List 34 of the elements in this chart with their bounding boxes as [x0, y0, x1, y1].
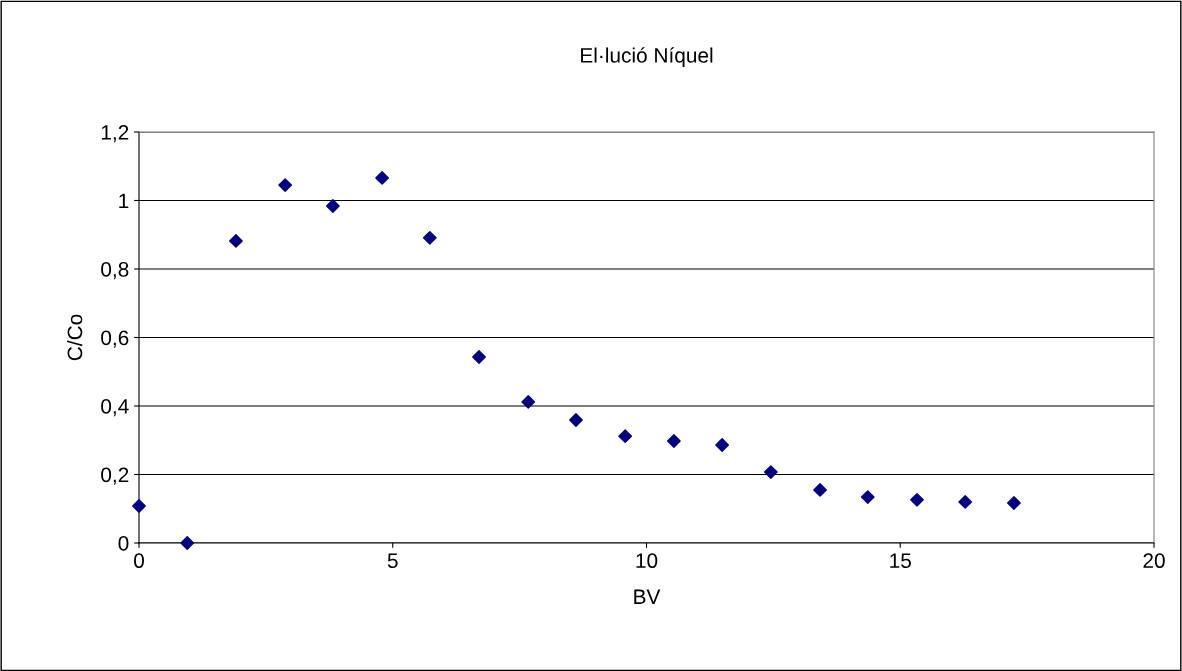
- x-tick-label: 20: [1143, 553, 1165, 569]
- x-axis-title: BV: [634, 589, 661, 604]
- point: [666, 434, 681, 448]
- point: [229, 234, 243, 248]
- y-tick-label: 0,6: [101, 330, 129, 348]
- point: [813, 483, 827, 497]
- x-tick-label: 0: [134, 553, 144, 569]
- point: [422, 230, 437, 245]
- point: [860, 490, 875, 505]
- point: [910, 492, 924, 507]
- x-tick-label: 5: [387, 553, 398, 569]
- point: [375, 170, 389, 185]
- point: [325, 199, 340, 213]
- point: [618, 429, 633, 444]
- point: [715, 438, 730, 452]
- point: [763, 465, 778, 480]
- y-tick-label: 0,8: [101, 262, 129, 280]
- x-tick-label: 10: [636, 553, 658, 569]
- chart-title: El·lució Níquel: [581, 47, 713, 67]
- y-tick-label: 0,2: [101, 467, 129, 485]
- point: [1007, 496, 1021, 510]
- point: [472, 350, 486, 364]
- point: [958, 494, 973, 509]
- y-tick-label: 0: [118, 536, 129, 551]
- point: [521, 394, 536, 409]
- point: [278, 178, 293, 192]
- y-axis-title: C/Co: [67, 314, 83, 361]
- y-tick-label: 0,4: [101, 399, 129, 417]
- point: [180, 536, 195, 550]
- point: [132, 499, 146, 513]
- x-tick-label: 15: [890, 553, 911, 569]
- y-tick-label: 1: [119, 193, 129, 209]
- y-tick-label: 1,2: [101, 125, 129, 143]
- point: [569, 413, 583, 427]
